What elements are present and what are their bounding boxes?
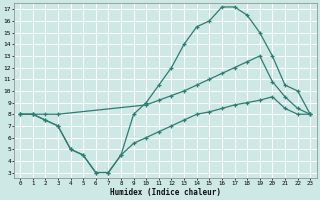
X-axis label: Humidex (Indice chaleur): Humidex (Indice chaleur) bbox=[110, 188, 220, 197]
